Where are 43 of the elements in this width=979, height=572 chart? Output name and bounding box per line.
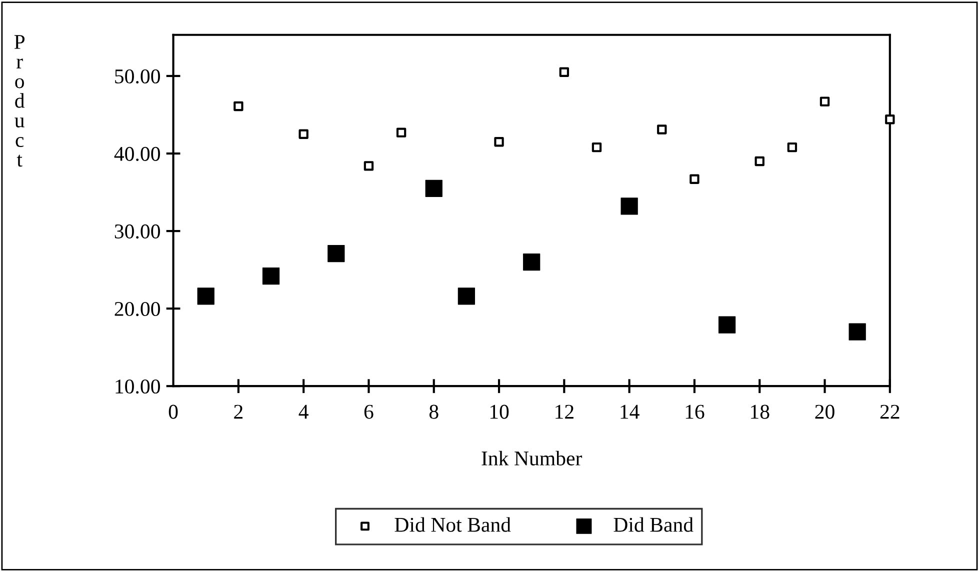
x-tick-label: 8 [429, 404, 438, 419]
point [298, 129, 308, 139]
point [396, 128, 406, 138]
point [820, 96, 830, 106]
y-tick-label: 30.00 [114, 224, 160, 239]
point [559, 67, 570, 77]
point [592, 142, 602, 152]
y-tick-label: 20.00 [114, 302, 160, 316]
y-axis-title: Product [14, 35, 25, 167]
x-tick-label: 10 [490, 404, 509, 419]
point [787, 142, 798, 152]
legend-label: Did Band [614, 517, 694, 532]
y-tick-label: 10.00 [116, 379, 160, 394]
point [234, 101, 244, 112]
point [425, 180, 442, 197]
x-tick-label: 14 [620, 404, 640, 419]
point [885, 114, 895, 124]
x-tick-label: 2 [234, 404, 242, 419]
point [754, 156, 764, 166]
point [657, 124, 667, 134]
x-tick-label: 6 [364, 404, 374, 419]
y-tick-label: 40.00 [114, 146, 160, 162]
point [328, 244, 345, 262]
x-tick-label: 0 [168, 404, 178, 419]
point [197, 288, 214, 305]
legend-label: Did Not Band [394, 517, 511, 532]
x-tick-label: 16 [686, 404, 704, 419]
point [848, 323, 866, 340]
point [690, 174, 700, 184]
x-axis-title: Ink Number [482, 450, 582, 466]
point [620, 198, 638, 215]
x-tick-label: 18 [751, 404, 770, 419]
point [262, 267, 280, 285]
point [718, 316, 736, 334]
x-tick-label: 22 [880, 404, 900, 419]
point [458, 288, 476, 305]
point [364, 161, 374, 171]
x-tick-label: 4 [298, 404, 308, 419]
x-tick-label: 20 [815, 404, 834, 419]
point [523, 253, 540, 271]
point [494, 137, 504, 147]
y-tick-label: 50.00 [115, 69, 160, 84]
x-tick-label: 12 [556, 404, 574, 419]
